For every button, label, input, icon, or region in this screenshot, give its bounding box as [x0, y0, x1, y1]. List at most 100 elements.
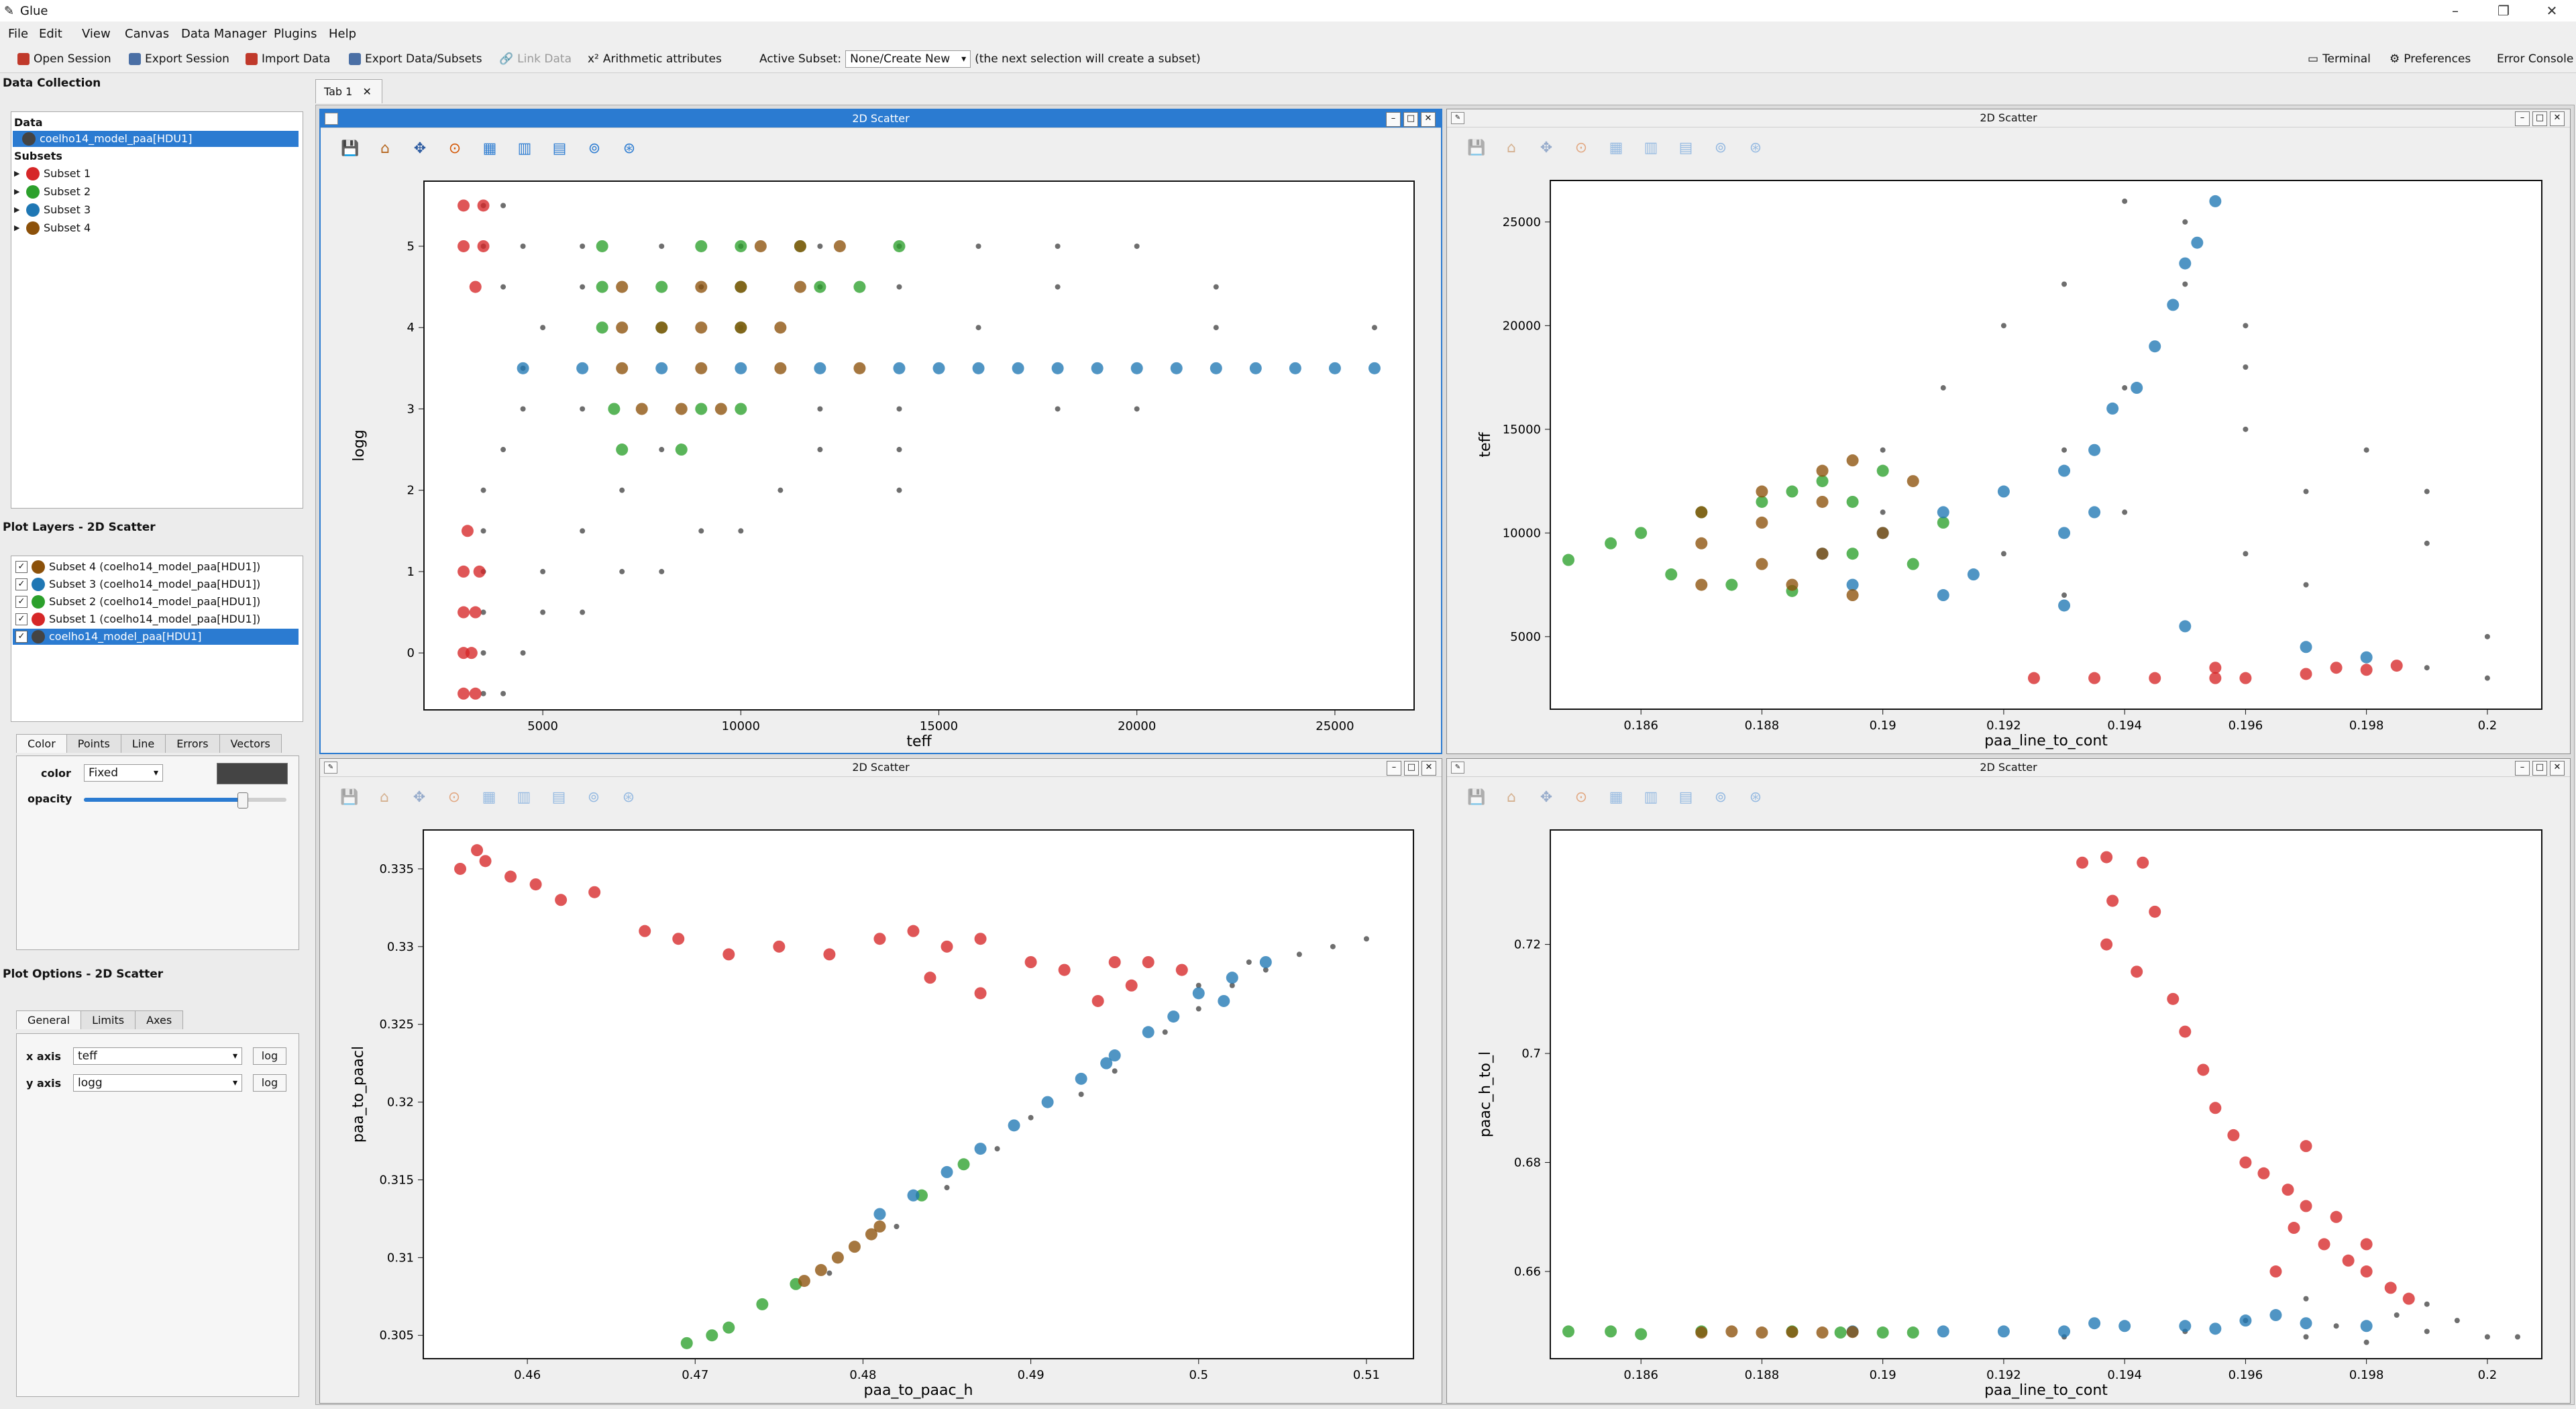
- yrange-select-icon[interactable]: ▤: [1678, 789, 1693, 806]
- menu-edit[interactable]: Edit: [39, 27, 62, 41]
- viewer-close-icon[interactable]: ✕: [2550, 111, 2565, 126]
- menu-data-manager[interactable]: Data Manager: [181, 27, 267, 41]
- scatter-viewer[interactable]: ✎ 2D Scatter – □ ✕ 💾 ⌂ ✥ ⊙ ▦ ▥ ▤ ⊚ ⊛ 0.186 0.188 0.19 0.1…: [1446, 109, 2571, 754]
- active-subset-select[interactable]: None/Create New: [845, 50, 971, 68]
- scatter-plot[interactable]: 0.186 0.188 0.19 0.192 0.194 0.196 0.198 0.2 500…: [1450, 168, 2569, 749]
- viewer-title-bar[interactable]: ✎ 2D Scatter – □ ✕: [1447, 109, 2570, 127]
- pan-icon[interactable]: ✥: [413, 789, 426, 806]
- circle-select-icon[interactable]: ⊚: [1714, 140, 1727, 156]
- zoom-icon[interactable]: ⊙: [1574, 789, 1588, 806]
- menu-plugins[interactable]: Plugins: [274, 27, 317, 41]
- save-icon[interactable]: 💾: [340, 789, 359, 806]
- subset-item[interactable]: ▶ Subset 2: [14, 184, 91, 200]
- viewer-minimize-icon[interactable]: –: [2515, 111, 2530, 126]
- lasso-select-icon[interactable]: ⊛: [1749, 140, 1762, 156]
- save-icon[interactable]: 💾: [1467, 789, 1486, 806]
- save-icon[interactable]: 💾: [1467, 140, 1486, 156]
- lasso-select-icon[interactable]: ⊛: [622, 789, 635, 806]
- viewer-minimize-icon[interactable]: –: [2515, 761, 2530, 776]
- opacity-slider-track[interactable]: [84, 792, 286, 808]
- yrange-select-icon[interactable]: ▤: [551, 789, 566, 806]
- lasso-select-icon[interactable]: ⊛: [623, 140, 636, 157]
- viewer-close-icon[interactable]: ✕: [1421, 761, 1436, 776]
- import-data-button[interactable]: Import Data: [246, 50, 330, 68]
- minimize-icon[interactable]: –: [2452, 3, 2459, 19]
- layer-visibility-checkbox[interactable]: ✓: [15, 578, 28, 590]
- tab-general[interactable]: General: [16, 1010, 82, 1029]
- pan-icon[interactable]: ✥: [413, 140, 427, 157]
- rect-select-icon[interactable]: ▦: [1609, 789, 1623, 806]
- viewer-minimize-icon[interactable]: –: [1387, 761, 1401, 776]
- lasso-select-icon[interactable]: ⊛: [1749, 789, 1762, 806]
- link-data-button[interactable]: 🔗 Link Data: [499, 52, 572, 66]
- viewer-maximize-icon[interactable]: □: [2532, 761, 2547, 776]
- circle-select-icon[interactable]: ⊚: [588, 140, 601, 157]
- rect-select-icon[interactable]: ▦: [1609, 140, 1623, 156]
- x-log-button[interactable]: log: [253, 1047, 286, 1065]
- rect-select-icon[interactable]: ▦: [482, 789, 496, 806]
- document-tab[interactable]: Tab 1 ✕: [315, 79, 382, 103]
- rect-select-icon[interactable]: ▦: [482, 140, 497, 157]
- layer-visibility-checkbox[interactable]: ✓: [15, 596, 28, 608]
- viewer-title-bar[interactable]: ✎ 2D Scatter – □ ✕: [1447, 759, 2570, 777]
- viewer-minimize-icon[interactable]: –: [1386, 112, 1401, 127]
- expand-icon[interactable]: ▶: [14, 169, 20, 178]
- xrange-select-icon[interactable]: ▥: [517, 140, 532, 157]
- subset-item[interactable]: ▶ Subset 4: [14, 220, 91, 236]
- pan-icon[interactable]: ✥: [1540, 789, 1553, 806]
- export-data-button[interactable]: Export Data/Subsets: [349, 50, 482, 68]
- preferences-button[interactable]: ⚙ Preferences: [2390, 52, 2471, 66]
- scatter-plot[interactable]: 0.46 0.47 0.48 0.49 0.5 0.51 0.305 0.31 0.315 0.3…: [323, 818, 1440, 1399]
- close-tab-icon[interactable]: ✕: [362, 85, 372, 98]
- viewer-title-bar[interactable]: ✎ 2D Scatter – □ ✕: [320, 759, 1442, 777]
- x-axis-select[interactable]: teff: [73, 1047, 242, 1065]
- viewer-menu-icon[interactable]: ✎: [325, 113, 338, 125]
- scatter-plot[interactable]: 0.186 0.188 0.19 0.192 0.194 0.196 0.198 0.2 0.6…: [1450, 818, 2569, 1399]
- zoom-icon[interactable]: ⊙: [447, 789, 461, 806]
- layer-item[interactable]: ✓ Subset 1 (coelho14_model_paa[HDU1]): [13, 611, 299, 627]
- circle-select-icon[interactable]: ⊚: [587, 789, 600, 806]
- save-icon[interactable]: 💾: [341, 140, 360, 157]
- tab-line[interactable]: Line: [120, 734, 166, 753]
- zoom-icon[interactable]: ⊙: [1574, 140, 1588, 156]
- expand-icon[interactable]: ▶: [14, 187, 20, 196]
- tab-points[interactable]: Points: [66, 734, 121, 753]
- subset-item[interactable]: ▶ Subset 1: [14, 166, 91, 182]
- viewer-maximize-icon[interactable]: □: [1403, 112, 1418, 127]
- dataset-item[interactable]: coelho14_model_paa[HDU1]: [13, 131, 299, 147]
- layer-visibility-checkbox[interactable]: ✓: [15, 631, 28, 643]
- viewer-close-icon[interactable]: ✕: [2550, 761, 2565, 776]
- y-log-button[interactable]: log: [253, 1074, 286, 1092]
- error-console-button[interactable]: Error Console: [2497, 52, 2574, 66]
- zoom-icon[interactable]: ⊙: [448, 140, 462, 157]
- color-swatch[interactable]: [217, 763, 288, 784]
- tab-limits[interactable]: Limits: [80, 1010, 136, 1029]
- expand-icon[interactable]: ▶: [14, 223, 20, 232]
- yrange-select-icon[interactable]: ▤: [552, 140, 567, 157]
- layer-item[interactable]: ✓ coelho14_model_paa[HDU1]: [13, 629, 299, 645]
- expand-icon[interactable]: ▶: [14, 205, 20, 214]
- tab-errors[interactable]: Errors: [165, 734, 220, 753]
- scatter-plot[interactable]: 5000 10000 15000 20000 25000 0 1 2 3 4 5 teff logg: [323, 169, 1441, 750]
- viewer-close-icon[interactable]: ✕: [1421, 112, 1436, 127]
- home-icon[interactable]: ⌂: [380, 789, 389, 806]
- home-icon[interactable]: ⌂: [1507, 789, 1516, 806]
- color-mode-select[interactable]: Fixed: [84, 764, 163, 782]
- scatter-viewer[interactable]: ✎ 2D Scatter – □ ✕ 💾 ⌂ ✥ ⊙ ▦ ▥ ▤ ⊚ ⊛ 0.186 0.188 0.19 0.1…: [1446, 758, 2571, 1404]
- menu-help[interactable]: Help: [329, 27, 357, 41]
- scatter-viewer[interactable]: ✎ 2D Scatter – □ ✕ 💾 ⌂ ✥ ⊙ ▦ ▥ ▤ ⊚ ⊛ 0.46 0.47 0.48 0.49 0…: [319, 758, 1442, 1404]
- xrange-select-icon[interactable]: ▥: [517, 789, 531, 806]
- menu-view[interactable]: View: [82, 27, 111, 41]
- close-window-icon[interactable]: ✕: [2546, 3, 2558, 19]
- subset-item[interactable]: ▶ Subset 3: [14, 202, 91, 218]
- circle-select-icon[interactable]: ⊚: [1714, 789, 1727, 806]
- viewer-title-bar[interactable]: ✎ 2D Scatter – □ ✕: [321, 110, 1441, 128]
- layer-item[interactable]: ✓ Subset 3 (coelho14_model_paa[HDU1]): [13, 576, 299, 592]
- scatter-viewer[interactable]: ✎ 2D Scatter – □ ✕ 💾 ⌂ ✥ ⊙ ▦ ▥ ▤ ⊚ ⊛ 5000 10000 15000 200…: [319, 109, 1442, 754]
- viewer-maximize-icon[interactable]: □: [1404, 761, 1419, 776]
- menu-file[interactable]: File: [8, 27, 29, 41]
- tab-axes[interactable]: Axes: [135, 1010, 184, 1029]
- viewer-maximize-icon[interactable]: □: [2532, 111, 2547, 126]
- viewer-menu-icon[interactable]: ✎: [1451, 762, 1464, 774]
- open-session-button[interactable]: Open Session: [17, 50, 111, 68]
